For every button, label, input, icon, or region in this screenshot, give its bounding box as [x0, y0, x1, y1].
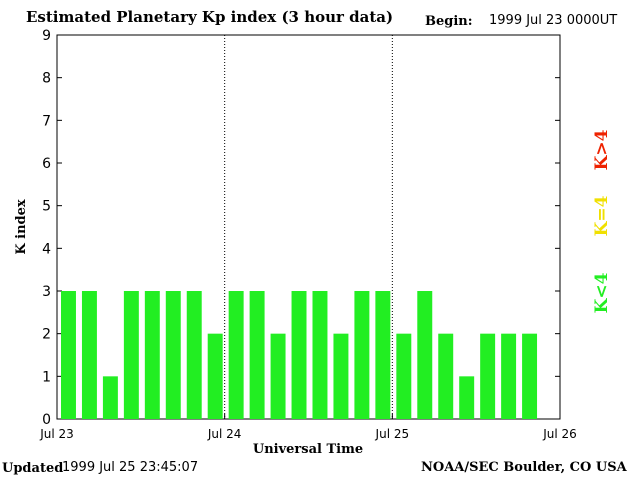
- kp-bar: [375, 291, 391, 419]
- kp-bar: [459, 376, 475, 419]
- kp-bar: [333, 333, 349, 419]
- kp-bar: [102, 376, 118, 419]
- kp-bar: [291, 291, 307, 419]
- updated-label: Updated: [2, 461, 64, 476]
- legend-label: K>4: [592, 129, 612, 170]
- updated-value: 1999 Jul 25 23:45:07: [62, 460, 199, 475]
- x-axis: Jul 23 Jul 24 Jul 25 Jul 26: [39, 414, 577, 441]
- x-tick-label: Jul 23: [39, 427, 74, 441]
- kp-bar: [186, 291, 202, 419]
- kp-bar: [312, 291, 328, 419]
- kp-bar: [522, 333, 538, 419]
- y-tick-label: 8: [42, 71, 51, 87]
- x-axis-label: Universal Time: [253, 442, 363, 457]
- legend-label: K<4: [592, 272, 612, 313]
- kp-bar: [501, 333, 517, 419]
- kp-bar: [249, 291, 265, 419]
- kp-bar: [354, 291, 370, 419]
- kp-bar: [270, 333, 286, 419]
- y-tick-label: 3: [42, 284, 51, 300]
- kp-bar: [438, 333, 454, 419]
- kp-bar: [165, 291, 181, 419]
- day-separators: [224, 35, 393, 419]
- begin-label: Begin:: [425, 14, 473, 29]
- plot-frame: [56, 34, 561, 420]
- kp-bar: [81, 291, 97, 419]
- legend: K<4 K=4 K>4: [592, 129, 612, 313]
- y-tick-label: 7: [42, 113, 51, 129]
- y-axis-label: K index: [14, 199, 29, 255]
- begin-value: 1999 Jul 23 0000UT: [489, 13, 618, 28]
- bar-series: [61, 291, 538, 419]
- kp-bar: [396, 333, 412, 419]
- kp-bar: [144, 291, 160, 419]
- kp-bar: [61, 291, 76, 419]
- source-credit: NOAA/SEC Boulder, CO USA: [421, 460, 627, 475]
- y-tick-label: 2: [42, 327, 51, 343]
- y-tick-label: 5: [42, 199, 51, 215]
- chart-title: Estimated Planetary Kp index (3 hour dat…: [26, 8, 394, 26]
- x-tick-label: Jul 25: [375, 427, 410, 441]
- kp-bar: [207, 333, 223, 419]
- y-tick-label: 4: [42, 241, 51, 257]
- y-tick-label: 6: [42, 156, 51, 172]
- y-tick-label: 1: [42, 369, 51, 385]
- x-tick-label: Jul 26: [542, 427, 577, 441]
- y-tick-label: 9: [42, 28, 51, 44]
- kp-bar: [228, 291, 244, 419]
- x-tick-label: Jul 24: [207, 427, 242, 441]
- kp-bar: [417, 291, 433, 419]
- kp-bar: [123, 291, 139, 419]
- legend-label: K=4: [592, 195, 612, 236]
- kp-bar: [480, 333, 496, 419]
- y-tick-label: 0: [42, 412, 51, 428]
